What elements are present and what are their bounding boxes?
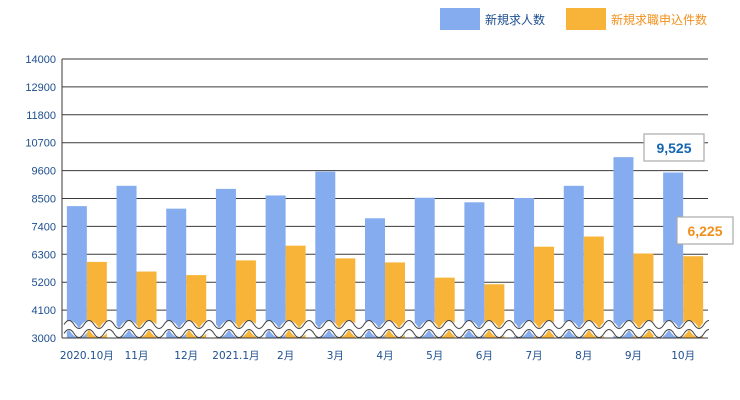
y-tick-label: 5200 [32, 277, 56, 289]
y-tick-label: 8500 [32, 194, 56, 206]
bar-job-openings [116, 185, 137, 338]
bar-job-applications [683, 256, 704, 338]
bar-job-applications [86, 261, 107, 338]
bar-job-openings [215, 188, 236, 338]
x-tick-label: 9月 [625, 350, 642, 362]
legend-swatch [566, 8, 606, 30]
x-tick-label: 12月 [174, 350, 198, 362]
bar-job-openings [514, 197, 535, 338]
bar-job-openings [166, 208, 187, 338]
value-callout [643, 133, 705, 162]
bar-job-applications [385, 262, 405, 338]
x-axis: 2020.10月 11月 12月 2021.1月 2月 3月 4月 5月 6月 7月 8月 9月 10月 [60, 350, 695, 362]
x-tick-label: 2020.10月 [60, 350, 114, 362]
bar-job-openings [563, 185, 584, 338]
bar-job-applications [235, 260, 256, 338]
x-tick-label: 7月 [525, 350, 542, 362]
x-tick-label: 8月 [575, 350, 592, 362]
y-axis: 3000 4100 5200 6300 7400 8500 9600 10700 11800 12… [25, 54, 63, 345]
bar-job-openings [414, 197, 435, 338]
x-tick-label: 4月 [376, 350, 393, 362]
x-tick-label: 11月 [125, 350, 149, 362]
axis-break [0, 317, 740, 341]
y-tick-label: 9600 [32, 166, 56, 178]
axis-break-line [63, 320, 725, 329]
y-tick-label: 14000 [25, 54, 56, 66]
bar-job-applications [285, 245, 306, 338]
bar-job-applications [633, 253, 654, 338]
x-tick-label: 10月 [671, 350, 695, 362]
legend-swatch [440, 8, 480, 30]
axis-break-mask [709, 317, 740, 341]
y-tick-label: 10700 [25, 138, 56, 150]
y-tick-label: 4100 [32, 305, 56, 317]
bar-job-openings [265, 195, 286, 338]
y-tick-label: 3000 [32, 333, 56, 345]
axis-break-mask [0, 317, 61, 341]
bar-job-applications [534, 246, 555, 338]
x-tick-label: 6月 [476, 350, 493, 362]
callouts: 9,525 6,225 [643, 133, 734, 245]
axis-break-line [63, 329, 725, 338]
value-callout-label: 9,525 [656, 140, 691, 156]
x-tick-label: 5月 [426, 350, 443, 362]
bar-job-openings [663, 172, 684, 338]
y-tick-label: 11800 [26, 110, 56, 122]
bars [66, 157, 704, 338]
value-callout [676, 216, 734, 245]
legend: 新規求人数 新規求職申込件数 [440, 8, 707, 30]
x-tick-label: 2月 [277, 350, 294, 362]
y-tick-label: 6300 [32, 249, 56, 261]
bar-job-applications [583, 236, 604, 338]
legend-label: 新規求職申込件数 [611, 12, 707, 27]
bar-job-openings [315, 171, 336, 338]
axis-break-band [60, 320, 728, 338]
bar-job-openings [613, 157, 634, 338]
bar-job-openings [464, 202, 485, 338]
x-tick-label: 2021.1月 [212, 350, 259, 362]
bar-job-applications [335, 258, 356, 338]
y-tick-label: 7400 [32, 221, 56, 233]
y-tick-label: 12900 [25, 82, 56, 94]
bar-job-openings [365, 218, 385, 338]
value-callout-label: 6,225 [687, 223, 722, 239]
bar-job-openings [66, 206, 87, 338]
x-tick-label: 3月 [327, 350, 344, 362]
legend-label: 新規求人数 [485, 12, 545, 27]
